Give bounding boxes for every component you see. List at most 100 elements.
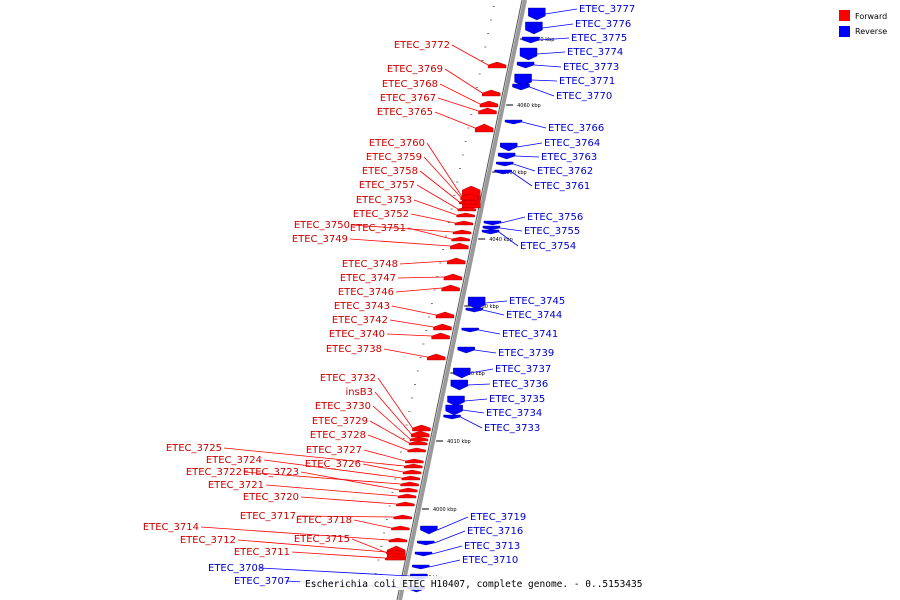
reverse-leader-line (259, 567, 428, 578)
forward-gene-feature (478, 107, 497, 115)
reverse-gene-feature (457, 346, 475, 354)
reverse-gene-label: ETEC_3770 (556, 91, 612, 102)
reverse-gene-feature (500, 142, 518, 152)
reverse-gene-feature (453, 367, 471, 379)
forward-leader-line (395, 287, 442, 293)
reverse-gene-label: ETEC_3713 (464, 541, 520, 552)
forward-gene-label: ETEC_3759 (366, 152, 422, 163)
kbp-tick-label: 4040 kbp (489, 237, 513, 243)
backbone-marker (433, 289, 436, 291)
reverse-gene-label: ETEC_3716 (467, 526, 523, 537)
backbone-marker (444, 235, 447, 237)
forward-gene-feature (408, 440, 428, 446)
forward-gene-label: ETEC_3712 (180, 535, 236, 546)
forward-leader-line (444, 68, 483, 94)
forward-gene-feature (384, 555, 404, 561)
forward-gene-feature (459, 199, 478, 205)
forward-gene-feature (391, 525, 410, 531)
reverse-leader-line (499, 227, 523, 232)
forward-gene-label: ETEC_3751 (350, 223, 406, 234)
forward-gene-feature (404, 463, 423, 469)
forward-gene-feature (409, 436, 429, 442)
forward-gene-label: ETEC_3711 (234, 547, 290, 558)
forward-gene-feature (427, 353, 446, 361)
backbone-marker (487, 33, 490, 34)
reverse-gene-label: ETEC_3741 (502, 329, 558, 340)
forward-leader-line (451, 44, 489, 66)
forward-gene-label: ETEC_3747 (340, 273, 396, 284)
kbp-tick-label: 4010 kbp (447, 439, 471, 445)
reverse-gene-label: ETEC_3774 (567, 47, 623, 58)
forward-leader-line (386, 333, 432, 337)
backbone-marker (380, 546, 383, 547)
reverse-gene-label: ETEC_3763 (541, 152, 597, 163)
reverse-gene-label: ETEC_3771 (559, 76, 615, 87)
forward-leader-line (349, 238, 451, 247)
forward-leader-line (362, 463, 404, 473)
kbp-tick-label: 4020 kbp (461, 371, 485, 377)
forward-leader-line (367, 434, 408, 451)
reverse-gene-feature (461, 327, 479, 333)
reverse-leader-line (500, 216, 526, 224)
reverse-gene-label: ETEC_3736 (492, 379, 548, 390)
backbone-marker (484, 46, 487, 48)
gene-feature-layer (384, 7, 546, 593)
forward-gene-label: ETEC_3720 (243, 492, 299, 503)
reverse-leader-line (482, 309, 505, 316)
forward-leader-line (410, 213, 456, 224)
reverse-gene-label: ETEC_3761 (534, 181, 590, 192)
forward-leader-line (200, 526, 389, 541)
reverse-gene-label: ETEC_3776 (575, 19, 631, 30)
backbone-marker (442, 249, 445, 250)
reverse-gene-label: ETEC_3708 (208, 563, 264, 574)
forward-gene-label: ETEC_3769 (387, 64, 443, 75)
forward-leader-line (351, 538, 388, 554)
backbone-marker (459, 168, 461, 169)
reverse-gene-label: ETEC_3745 (509, 296, 565, 307)
forward-gene-label: ETEC_3752 (353, 209, 409, 220)
forward-leader-line (265, 484, 399, 497)
legend-reverse-label: Reverse (855, 27, 887, 36)
reverse-gene-label: ETEC_3756 (527, 212, 583, 223)
forward-gene-label: ETEC_3717 (240, 511, 296, 522)
forward-gene-label: ETEC_3726 (305, 459, 361, 470)
backbone-marker (436, 276, 439, 277)
forward-leader-line (407, 227, 452, 240)
reverse-gene-label: ETEC_3733 (484, 423, 540, 434)
forward-gene-label: ETEC_3772 (394, 40, 450, 51)
reverse-gene-label: ETEC_3766 (548, 123, 604, 134)
reverse-gene-feature (465, 307, 484, 313)
forward-gene-label: ETEC_3757 (359, 180, 415, 191)
gene-label-layer: ETEC_3772 ETEC_3769 ETEC_3768 ETEC_3767 ETEC… (143, 4, 635, 587)
forward-gene-label: ETEC_3746 (338, 287, 394, 298)
forward-gene-feature (386, 549, 405, 555)
forward-leader-line (223, 447, 405, 467)
reverse-gene-feature (516, 61, 535, 69)
forward-gene-feature (441, 284, 460, 292)
forward-leader-line (351, 224, 454, 233)
forward-leader-line (363, 449, 406, 462)
forward-leader-line (389, 319, 434, 328)
forward-gene-label: ETEC_3721 (208, 480, 264, 491)
forward-leader-line (383, 348, 428, 358)
backbone-marker (461, 154, 464, 156)
legend-forward-swatch (839, 10, 850, 21)
forward-gene-label: ETEC_3765 (377, 107, 433, 118)
forward-leader-line (237, 539, 387, 553)
reverse-leader-line (513, 163, 536, 172)
forward-gene-feature (482, 89, 501, 97)
forward-gene-feature (402, 469, 422, 475)
kbp-tick-label: 4060 kbp (517, 103, 541, 109)
backbone-marker (475, 87, 478, 88)
forward-gene-label: ETEC_3768 (382, 79, 438, 90)
forward-gene-label: ETEC_3730 (315, 401, 371, 412)
reverse-leader-line (539, 37, 570, 41)
reverse-leader-line (437, 516, 469, 531)
reverse-gene-label: ETEC_3734 (486, 408, 542, 419)
forward-gene-feature (431, 332, 450, 340)
reverse-gene-feature (482, 225, 501, 231)
backbone-marker (456, 181, 459, 183)
forward-gene-feature (435, 311, 455, 319)
backbone-marker (439, 262, 442, 264)
forward-gene-label: ETEC_3738 (326, 344, 382, 355)
